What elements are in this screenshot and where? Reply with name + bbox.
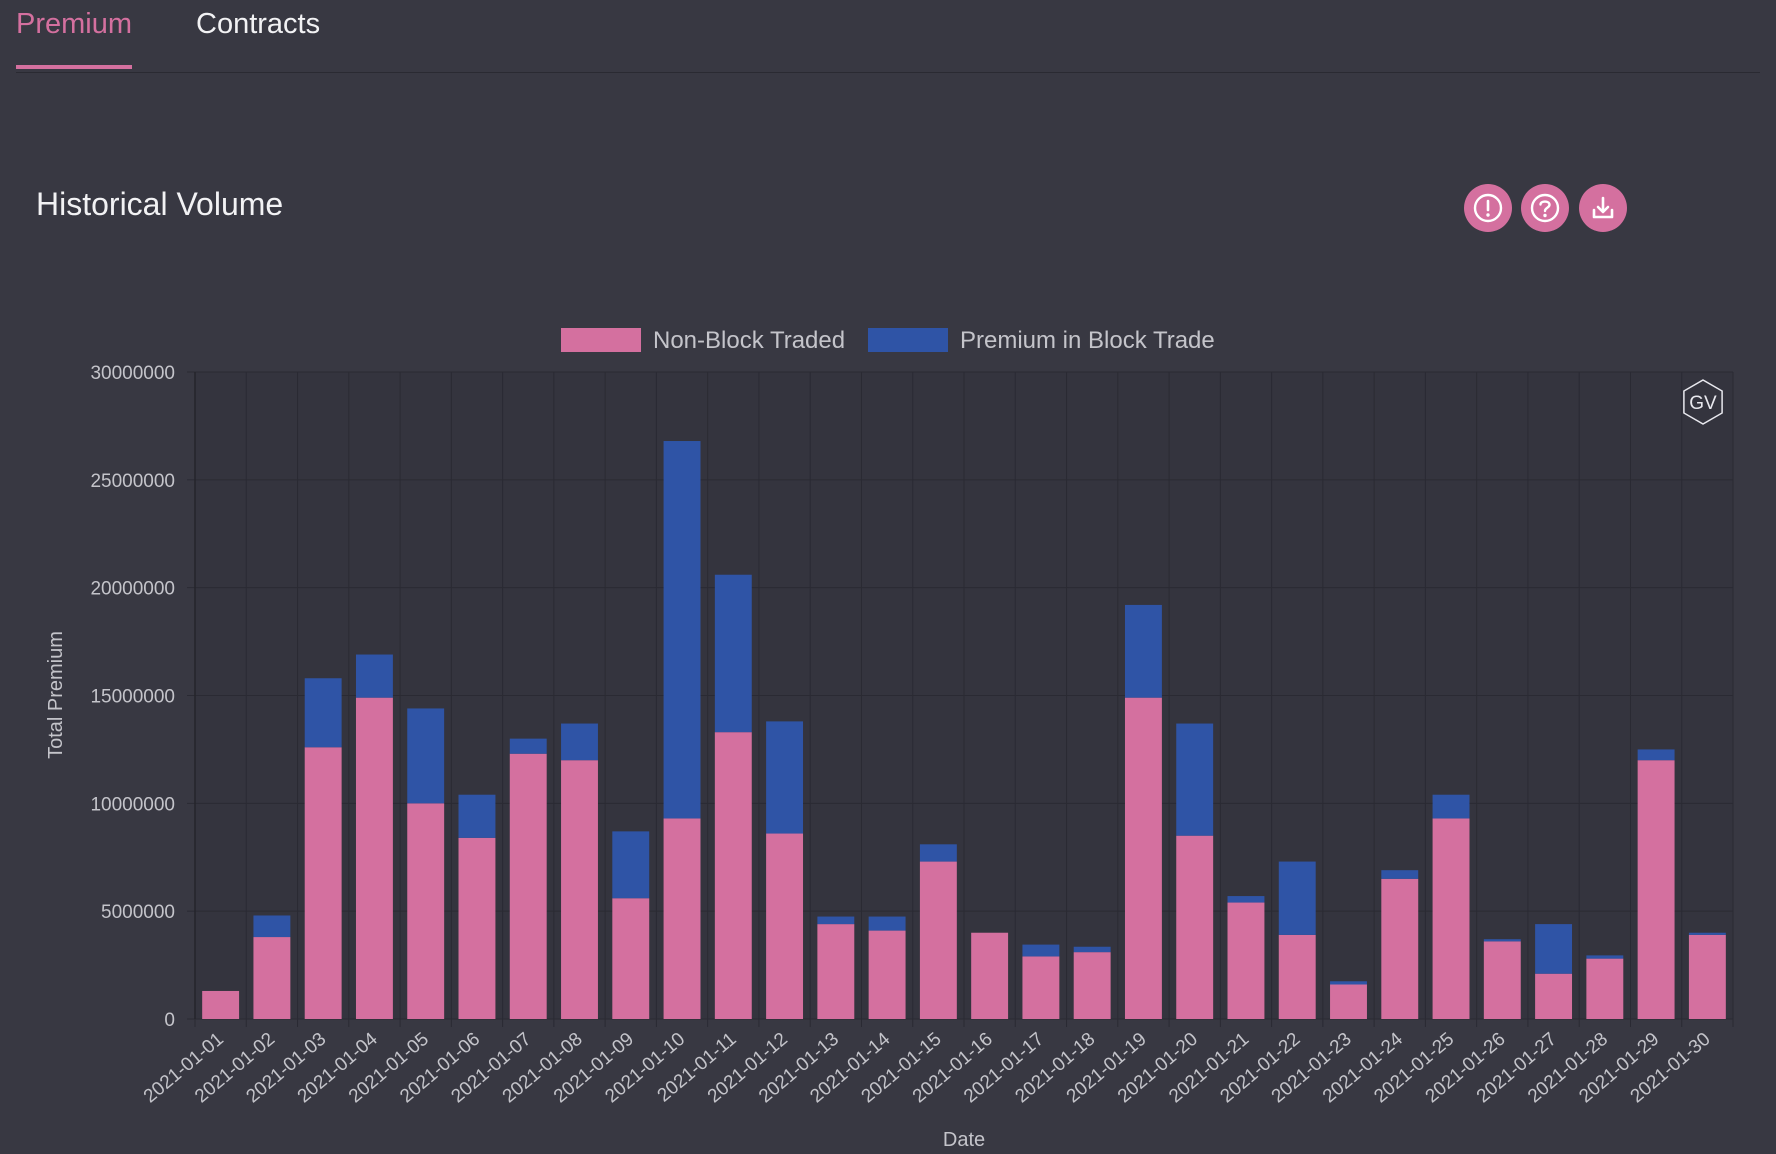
bar-non-block: [202, 990, 240, 1019]
y-tick-label: 0: [164, 1010, 175, 1031]
download-button[interactable]: [1579, 184, 1627, 232]
bar-non-block: [1176, 835, 1214, 1019]
bar-block-trade: [919, 844, 957, 862]
bar-non-block: [1637, 760, 1675, 1019]
y-axis-title: Total Premium: [45, 631, 67, 759]
bar-block-trade: [509, 738, 547, 754]
bar-block-trade: [1330, 981, 1367, 985]
bar-non-block: [1381, 878, 1419, 1019]
bar-block-trade: [1073, 946, 1111, 953]
bar-non-block: [458, 837, 496, 1019]
bar-non-block: [1227, 902, 1265, 1019]
y-tick-label: 20000000: [90, 579, 175, 600]
bar-non-block: [868, 930, 906, 1019]
y-tick-label: 15000000: [90, 687, 175, 708]
bar-block-trade: [766, 721, 804, 834]
bar-block-trade: [1483, 939, 1521, 942]
bar-non-block: [766, 833, 804, 1019]
legend-label-non-block: Non-Block Traded: [653, 327, 845, 354]
bar-block-trade: [1637, 749, 1675, 761]
bar-block-trade: [1227, 896, 1265, 903]
bar-block-trade: [304, 678, 342, 748]
y-tick-label: 5000000: [101, 902, 175, 923]
bar-non-block: [1688, 934, 1726, 1019]
bar-non-block: [714, 732, 752, 1019]
bar-non-block: [561, 760, 598, 1019]
bar-block-trade: [1535, 924, 1573, 974]
bar-block-trade: [1124, 604, 1162, 698]
bar-non-block: [919, 861, 957, 1019]
help-circle-icon: [1530, 193, 1560, 223]
bar-non-block: [1535, 973, 1573, 1019]
bar-block-trade: [561, 723, 598, 761]
bar-non-block: [817, 924, 855, 1019]
bar-non-block: [1022, 956, 1060, 1019]
bar-non-block: [971, 932, 1009, 1019]
bar-block-trade: [1688, 932, 1726, 935]
bar-block-trade: [1278, 861, 1316, 935]
bar-block-trade: [612, 831, 650, 899]
bar-non-block: [1124, 697, 1162, 1019]
info-button[interactable]: [1464, 184, 1512, 232]
legend-swatch-non-block: [561, 328, 641, 352]
bar-non-block: [612, 898, 650, 1019]
bar-block-trade: [1432, 794, 1470, 819]
bar-block-trade: [1381, 870, 1419, 879]
x-axis-title: Date: [943, 1129, 985, 1151]
bar-block-trade: [663, 441, 701, 819]
y-tick-label: 25000000: [90, 471, 175, 492]
tab-contracts[interactable]: Contracts: [196, 8, 321, 40]
bar-non-block: [355, 697, 393, 1019]
bar-non-block: [1483, 941, 1521, 1019]
bar-block-trade: [1586, 955, 1624, 959]
tab-premium[interactable]: Premium: [16, 8, 133, 69]
panel-title: Historical Volume: [36, 186, 284, 222]
bar-non-block: [407, 803, 445, 1019]
bar-non-block: [1586, 958, 1624, 1019]
y-tick-label: 30000000: [90, 363, 175, 384]
bar-block-trade: [407, 708, 445, 804]
tab-bar: Premium Contracts: [16, 0, 1760, 73]
bar-non-block: [304, 747, 342, 1019]
bar-block-trade: [817, 916, 855, 925]
legend-swatch-block-trade: [868, 328, 948, 352]
bar-block-trade: [1176, 723, 1214, 836]
bar-block-trade: [355, 654, 393, 698]
bar-block-trade: [1022, 944, 1060, 957]
help-button[interactable]: [1521, 184, 1569, 232]
bar-non-block: [1278, 934, 1316, 1019]
bar-non-block: [253, 937, 291, 1019]
watermark-logo: [1683, 379, 1723, 425]
bar-non-block: [509, 753, 547, 1019]
bar-non-block: [1073, 952, 1111, 1019]
bar-block-trade: [714, 574, 752, 733]
bar-block-trade: [253, 915, 291, 938]
bar-block-trade: [458, 794, 496, 838]
download-icon: [1592, 196, 1614, 219]
historical-volume-chart: 0 5000000 10000000 15000000 20000000 25000000…: [45, 327, 1734, 1151]
y-tick-label: 10000000: [90, 794, 175, 815]
bar-non-block: [663, 818, 701, 1019]
bar-non-block: [1330, 984, 1367, 1019]
legend-label-block-trade: Premium in Block Trade: [960, 327, 1215, 354]
bar-non-block: [1432, 818, 1470, 1019]
bar-block-trade: [868, 916, 906, 931]
watermark-text: GV: [1689, 393, 1717, 414]
alert-circle-icon: [1473, 193, 1503, 223]
